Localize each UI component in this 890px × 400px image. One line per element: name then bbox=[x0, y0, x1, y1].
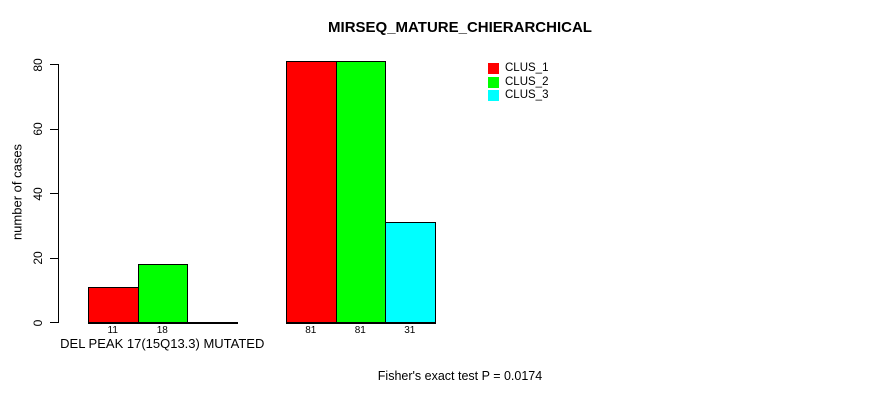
y-axis-tick bbox=[50, 193, 58, 194]
y-axis-tick-label: 20 bbox=[31, 251, 45, 265]
y-axis-line bbox=[58, 64, 59, 323]
bar-clus_2-group2 bbox=[335, 60, 386, 323]
bar-value-label: 81 bbox=[305, 325, 317, 336]
y-axis-tick-label: 0 bbox=[31, 319, 45, 326]
chart-title: MIRSEQ_MATURE_CHIERARCHICAL bbox=[328, 19, 592, 36]
legend-label: CLUS_3 bbox=[505, 88, 549, 101]
bar-value-label: 11 bbox=[107, 325, 118, 336]
y-axis-tick bbox=[50, 128, 58, 130]
y-axis-tick bbox=[50, 64, 58, 65]
y-axis-tick-label: 80 bbox=[31, 57, 45, 72]
fisher-test-annotation: Fisher's exact test P = 0.0174 bbox=[377, 369, 543, 383]
y-axis-tick-label: 60 bbox=[31, 122, 45, 136]
bar-clus_2-group1 bbox=[137, 263, 188, 323]
bar-clus_3-group2 bbox=[385, 222, 436, 323]
bar-value-label: 81 bbox=[354, 325, 366, 336]
legend: CLUS_1 CLUS_2 CLUS_3 bbox=[488, 62, 548, 102]
legend-swatch-clus_3 bbox=[488, 89, 499, 101]
legend-swatch-clus_1 bbox=[488, 63, 499, 75]
bar-clus_1-group2 bbox=[286, 60, 337, 323]
legend-item: CLUS_2 bbox=[488, 75, 548, 88]
legend-label: CLUS_1 bbox=[505, 62, 549, 75]
legend-label: CLUS_2 bbox=[505, 75, 549, 88]
y-axis-label: number of cases bbox=[9, 143, 25, 241]
y-axis-tick bbox=[50, 257, 58, 259]
bar-clus_1-group1 bbox=[88, 286, 139, 323]
legend-item: CLUS_3 bbox=[488, 89, 548, 102]
bar-value-label: 18 bbox=[156, 325, 168, 336]
y-axis-tick bbox=[50, 322, 58, 323]
bar-value-label: 31 bbox=[404, 325, 416, 336]
legend-swatch-clus_2 bbox=[488, 76, 499, 88]
x-axis-group-label: DEL PEAK 17(15Q13.3) MUTATED bbox=[60, 336, 265, 351]
legend-item: CLUS_1 bbox=[488, 62, 548, 75]
y-axis-tick-label: 40 bbox=[31, 186, 45, 201]
